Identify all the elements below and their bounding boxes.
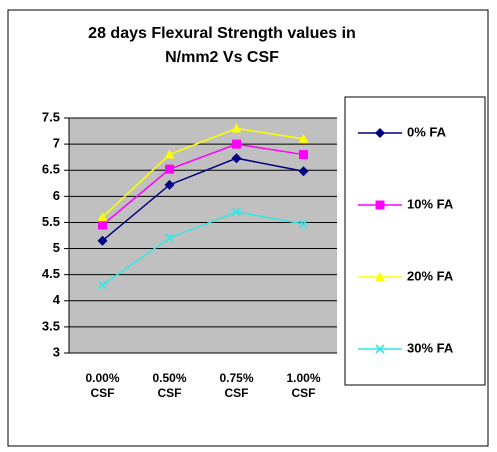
marker <box>232 139 241 149</box>
chart-title: N/mm2 Vs CSF <box>165 49 279 66</box>
y-tick-label: 4 <box>53 292 61 307</box>
series-line <box>102 157 304 242</box>
x-tick-label: 1.00% CSF <box>286 371 321 400</box>
y-tick-label: 5.5 <box>42 214 60 229</box>
marker <box>231 123 242 133</box>
marker <box>231 153 242 164</box>
marker <box>165 164 174 174</box>
y-tick-label: 3 <box>53 344 60 359</box>
y-tick-label: 6.5 <box>42 162 60 177</box>
marker <box>298 133 309 143</box>
legend-box <box>344 96 486 386</box>
marker <box>298 166 309 177</box>
marker <box>164 179 175 190</box>
x-tick-label: 0.75% CSF <box>219 371 254 400</box>
chart-title: 28 days Flexural Strength values in <box>88 25 356 42</box>
legend-label: 10% FA <box>407 196 454 211</box>
legend-label: 0% FA <box>407 124 447 139</box>
marker <box>375 200 385 210</box>
marker <box>98 220 107 230</box>
series-line <box>102 211 304 286</box>
marker <box>164 149 175 159</box>
y-tick-label: 7 <box>53 136 60 151</box>
series-line <box>101 127 304 218</box>
y-tick-label: 6 <box>53 188 60 203</box>
marker <box>97 280 108 290</box>
marker <box>231 207 242 217</box>
marker <box>97 212 108 222</box>
marker <box>97 235 108 246</box>
y-tick-label: 4.5 <box>42 266 60 281</box>
y-tick-label: 3.5 <box>42 318 60 333</box>
marker <box>375 128 385 138</box>
marker <box>164 233 175 243</box>
marker <box>375 344 385 354</box>
marker <box>375 272 385 281</box>
x-tick-label: 0.50% CSF <box>152 371 187 400</box>
x-tick-label: 0.00% CSF <box>85 371 120 400</box>
legend-label: 20% FA <box>407 268 454 283</box>
y-tick-label: 5 <box>53 240 60 255</box>
y-tick-label: 7.5 <box>42 109 60 124</box>
marker <box>299 150 308 160</box>
marker <box>298 219 309 229</box>
legend-label: 30% FA <box>407 340 454 355</box>
series-line <box>102 143 304 226</box>
